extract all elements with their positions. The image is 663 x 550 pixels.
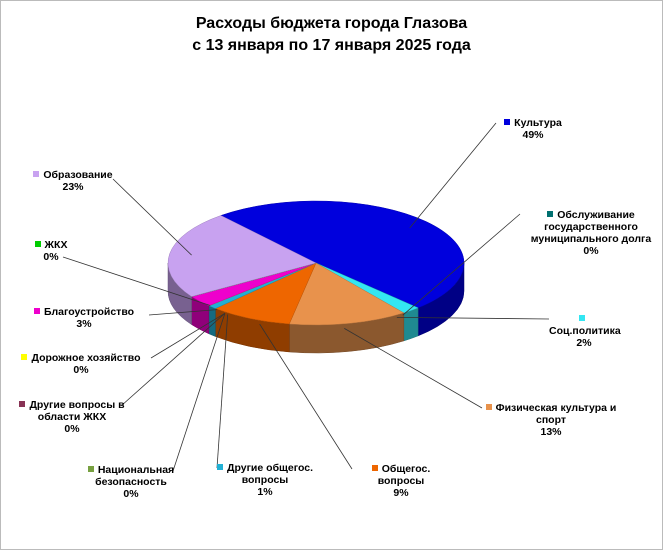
leader-line [120, 313, 226, 407]
value-label: 2% [576, 337, 592, 349]
legend-label: Культура 49% [498, 117, 568, 141]
category-label: Общегос. вопросы [377, 463, 431, 487]
value-label: 13% [540, 426, 562, 438]
value-label: 1% [257, 486, 273, 498]
category-label: Дорожное хозяйство [31, 352, 141, 364]
leader-line [150, 313, 226, 359]
category-label: Другие вопросы в области ЖКХ [29, 399, 125, 423]
slice [220, 200, 465, 309]
value-label: 9% [393, 487, 409, 499]
category-label: Национальная безопасность [95, 464, 175, 488]
value-label: 0% [583, 245, 599, 257]
category-label: Соц.политика [549, 325, 621, 337]
legend-marker [547, 211, 554, 217]
legend-label: Другие общегос. вопросы 1% [215, 462, 315, 498]
category-label: Другие общегос. вопросы [226, 462, 314, 486]
legend-marker [33, 308, 40, 314]
leader-line [172, 313, 226, 472]
leader-line [409, 122, 497, 229]
leader-line [402, 213, 521, 316]
chart-title: с 13 января по 17 января 2025 года [192, 37, 471, 54]
leader-line [259, 323, 353, 470]
value-label: 3% [76, 318, 92, 330]
legend-marker [87, 466, 94, 472]
legend-label: Общегос. вопросы 9% [351, 463, 451, 499]
category-label: Физическая культура и спорт [495, 402, 617, 426]
category-label: Культура [514, 117, 562, 129]
value-label: 0% [64, 423, 80, 435]
value-label: 49% [522, 129, 544, 141]
value-label: 0% [73, 364, 89, 376]
value-label: 0% [43, 251, 59, 263]
pie-tops [167, 200, 465, 326]
leader-line [112, 178, 192, 256]
value-label: 0% [123, 488, 139, 500]
leader-line [396, 316, 550, 320]
leader-line [62, 256, 211, 306]
chart-title: Расходы бюджета города Глазова [195, 15, 468, 32]
category-label: ЖКХ [44, 239, 68, 251]
legend-label: Национальная безопасность 0% [81, 464, 181, 500]
legend-marker [21, 354, 28, 360]
category-label: Благоустройство [43, 306, 135, 318]
slice [167, 215, 317, 297]
legend-marker [504, 119, 511, 125]
slice [288, 262, 405, 326]
legend-label: Образование 23% [33, 169, 113, 193]
slice [214, 262, 317, 325]
leader-line [344, 328, 483, 409]
legend-label: Дорожное хозяйство 0% [11, 352, 151, 376]
legend-marker [371, 465, 378, 471]
legend-label: Соц.политика 2% [549, 313, 621, 349]
legend-label: Другие вопросы в области ЖКХ 0% [17, 399, 127, 435]
legend-marker [33, 171, 40, 177]
legend-label: Благоустройство 3% [19, 306, 149, 330]
legend-label: Обслуживание государственного муниципаль… [521, 209, 661, 257]
legend-marker [579, 315, 585, 321]
legend-marker [216, 464, 223, 470]
legend-marker [19, 401, 26, 407]
legend-marker [34, 241, 41, 247]
leader-lines [62, 122, 550, 472]
category-label: Образование [43, 169, 113, 181]
legend-marker [485, 404, 492, 410]
leader-line [148, 309, 218, 316]
value-label: 23% [62, 181, 84, 193]
legend-label: ЖКХ 0% [31, 239, 71, 263]
leader-line [216, 314, 229, 469]
legend-label: Физическая культура и спорт 13% [481, 402, 621, 438]
category-label: Обслуживание государственного муниципаль… [530, 209, 652, 245]
